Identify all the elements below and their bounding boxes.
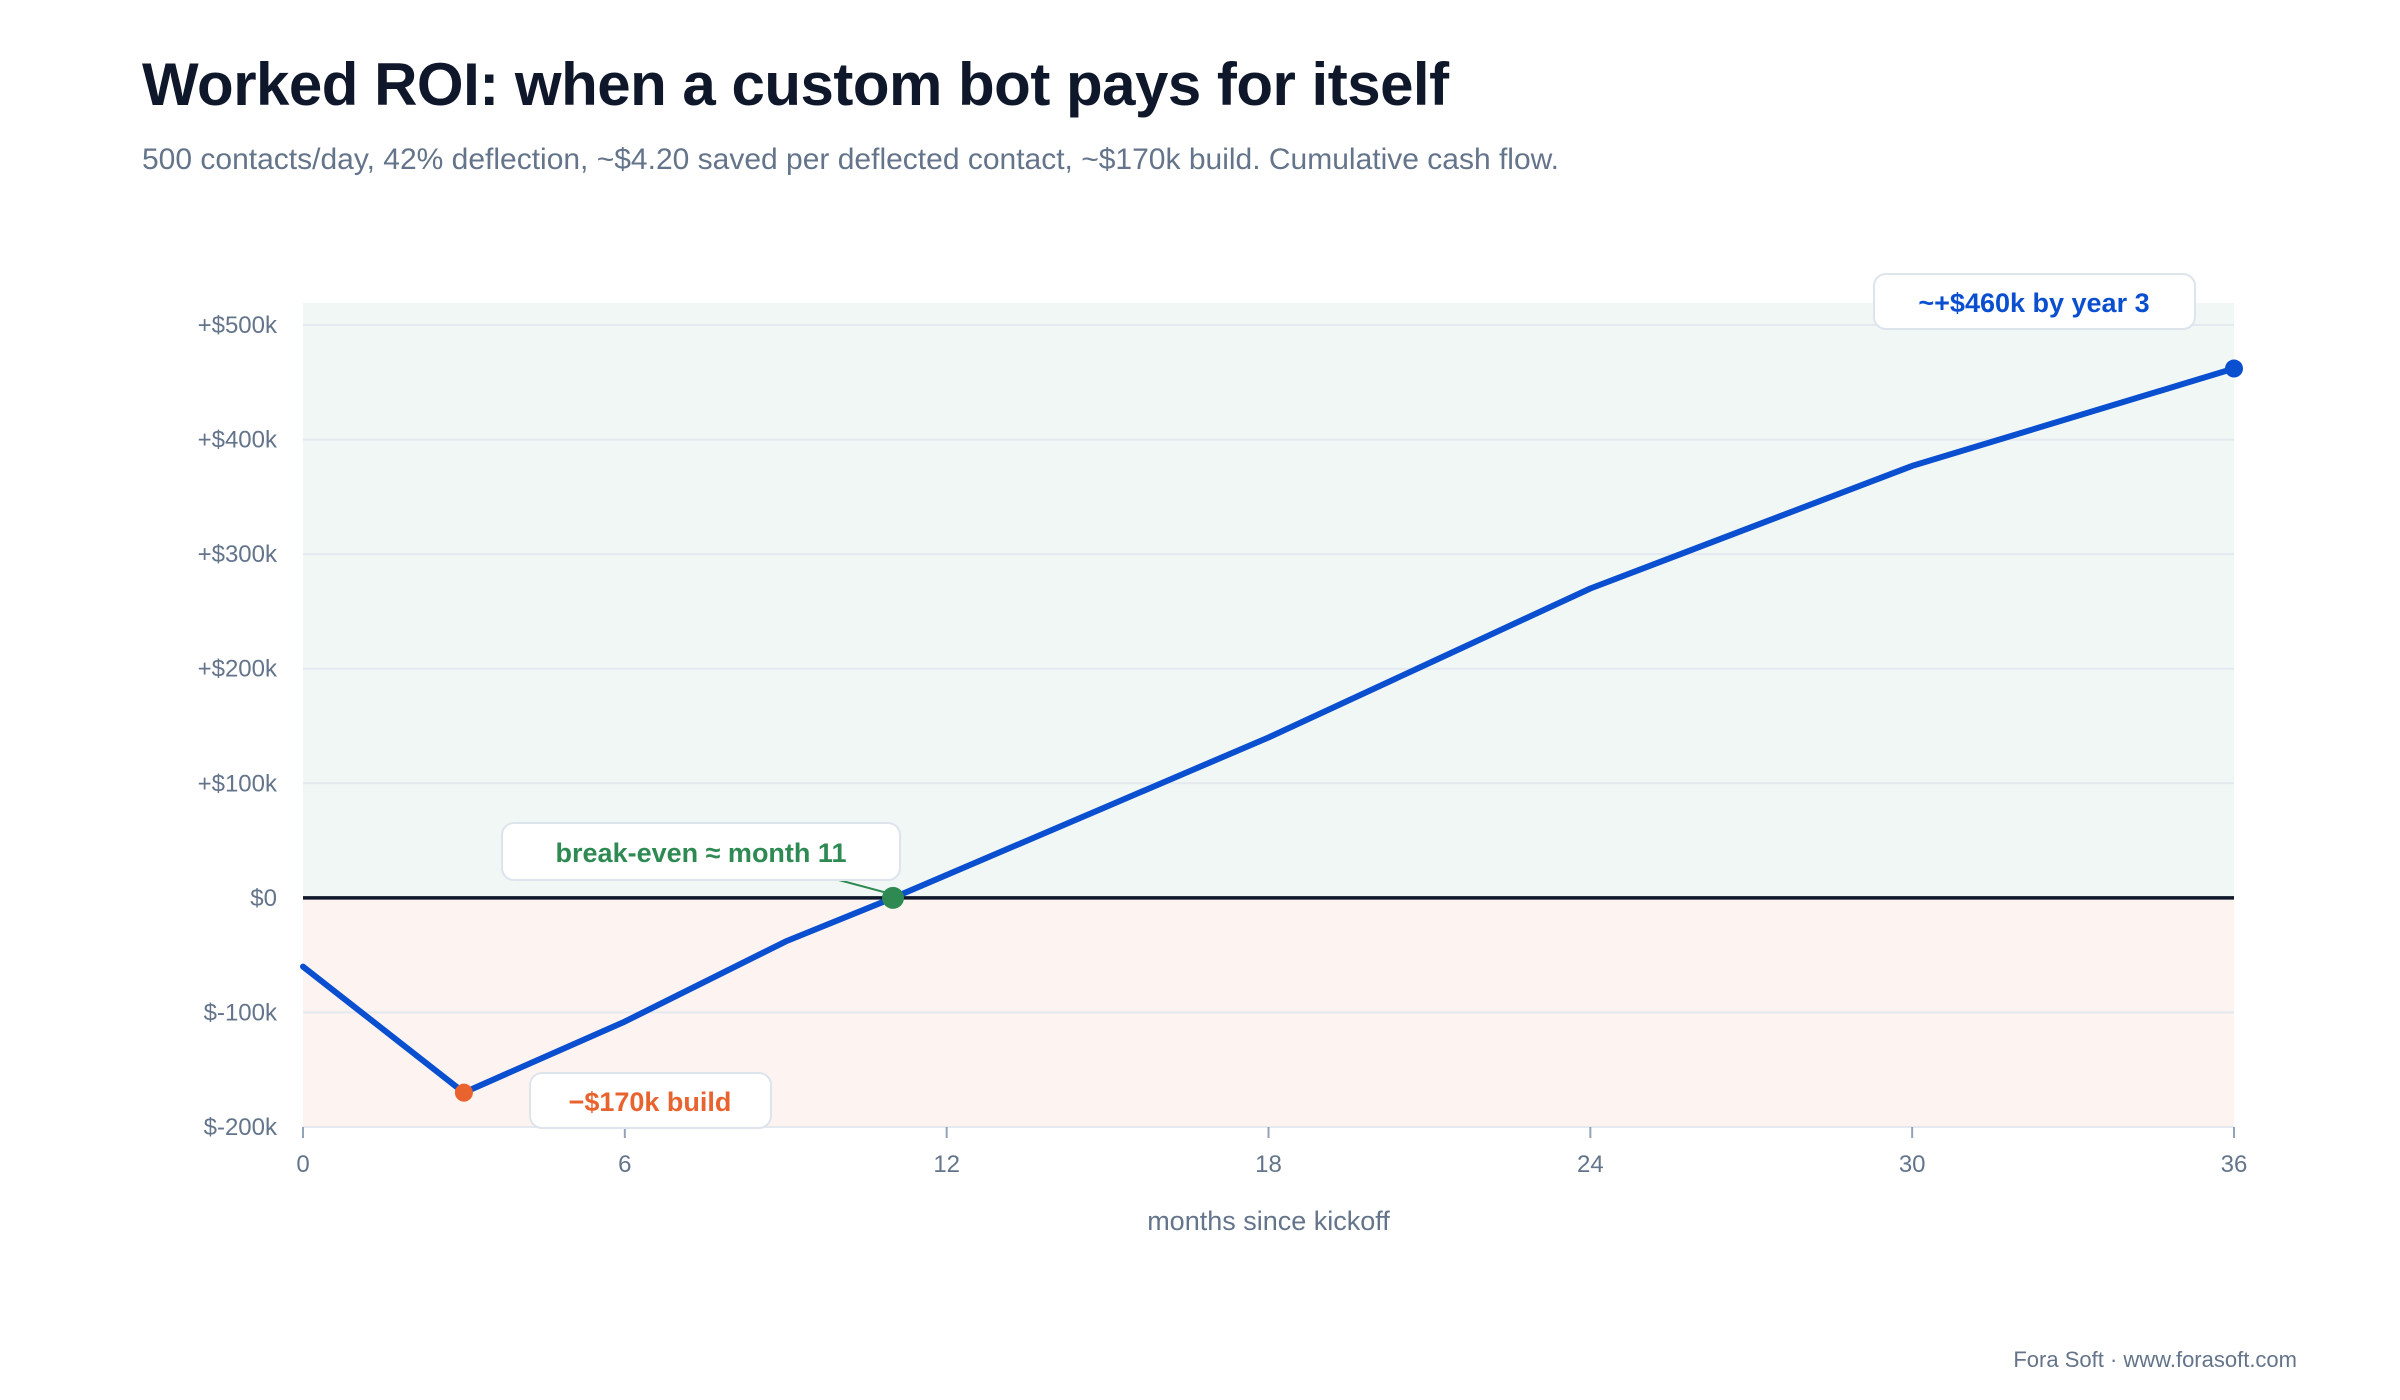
series <box>300 365 2237 1096</box>
y-tick-label: +$100k <box>198 770 278 797</box>
x-axis: 0 6 12 18 24 30 36 <box>296 1127 2247 1178</box>
year-3-callout-box <box>1873 273 2196 330</box>
break-even-callout-label: break-even ≈ month 11 <box>556 838 847 868</box>
y-tick-label: +$400k <box>198 427 278 454</box>
x-tick-label: 36 <box>2221 1151 2248 1178</box>
chart-subtitle: 500 contacts/day, 42% deflection, ~$4.20… <box>142 143 1560 176</box>
chart-title: Worked ROI: when a custom bot pays for i… <box>142 51 1449 118</box>
x-tick-label: 6 <box>618 1151 631 1178</box>
x-tick-label: 30 <box>1899 1151 1926 1178</box>
zones <box>303 303 2234 1127</box>
positive-zone <box>303 303 2234 898</box>
build-cost-marker <box>454 1083 473 1102</box>
x-axis-title: months since kickoff <box>1147 1206 1390 1236</box>
break-even-callout-box <box>501 822 901 881</box>
series-line <box>300 365 2237 1096</box>
footer-credit: Fora Soft · www.forasoft.com <box>2013 1347 2297 1372</box>
grid-lines <box>303 324 2234 1128</box>
x-tick-label: 0 <box>296 1151 309 1178</box>
x-tick-label: 18 <box>1255 1151 1282 1178</box>
y-tick-label: +$200k <box>198 656 278 683</box>
y-tick-label: $-100k <box>204 999 278 1026</box>
year-3-marker <box>2225 359 2243 378</box>
x-tick-label: 24 <box>1577 1151 1604 1178</box>
y-tick-label: $0 <box>250 885 277 912</box>
y-tick-label: +$300k <box>198 541 278 568</box>
y-tick-label: $-200k <box>204 1114 278 1141</box>
x-tick-label: 12 <box>933 1151 960 1178</box>
build-cost-callout-box <box>529 1072 772 1129</box>
y-axis: $-200k $-100k $0 +$100k +$200k +$300k +$400k +$… <box>198 312 278 1141</box>
annotations: break-even ≈ month 11 −$170k build ~+$460k… <box>454 273 2243 1129</box>
break-even-marker <box>882 886 905 909</box>
build-cost-callout-label: −$170k build <box>569 1087 732 1117</box>
y-tick-label: +$500k <box>198 312 278 339</box>
year-3-callout-label: ~+$460k by year 3 <box>1918 288 2149 318</box>
